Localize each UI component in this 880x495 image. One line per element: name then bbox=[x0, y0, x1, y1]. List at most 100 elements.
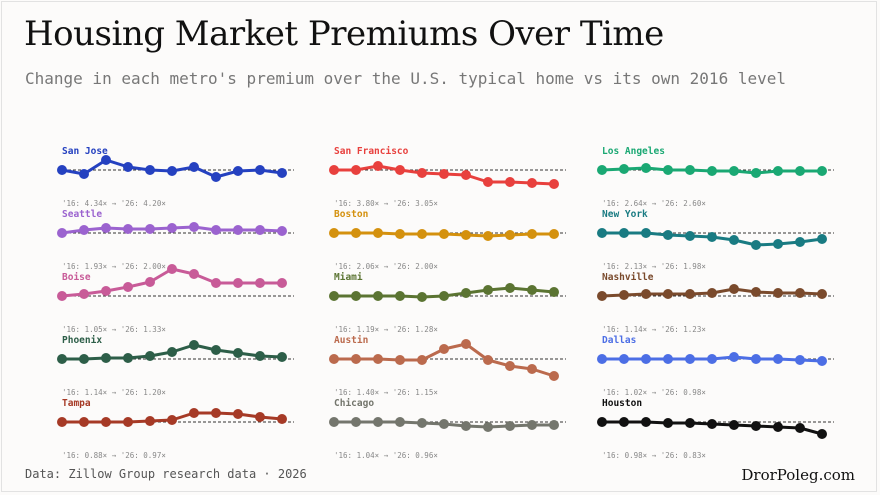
data-point-2017 bbox=[619, 290, 629, 300]
data-point-2016 bbox=[597, 228, 607, 238]
data-point-2024 bbox=[233, 348, 243, 358]
data-point-2019 bbox=[663, 289, 673, 299]
data-point-2020 bbox=[145, 277, 155, 287]
panel-boise: Boise '16: 1.05× → '26: 1.33× bbox=[57, 264, 294, 334]
data-point-2021 bbox=[707, 288, 717, 298]
data-point-2020 bbox=[145, 165, 155, 175]
data-point-2026 bbox=[817, 234, 827, 244]
data-point-2017 bbox=[351, 291, 361, 301]
data-point-2021 bbox=[167, 415, 177, 425]
data-point-2026 bbox=[277, 168, 287, 178]
premium-change-note: '16: 2.06× → '26: 2.00× bbox=[334, 262, 438, 271]
data-point-2018 bbox=[373, 291, 383, 301]
data-point-2022 bbox=[729, 420, 739, 430]
data-point-2017 bbox=[79, 225, 89, 235]
data-point-2016 bbox=[597, 291, 607, 301]
data-point-2020 bbox=[685, 165, 695, 175]
data-point-2022 bbox=[461, 230, 471, 240]
data-point-2019 bbox=[663, 165, 673, 175]
series-label: San Jose bbox=[62, 146, 108, 157]
data-point-2025 bbox=[255, 351, 265, 361]
data-point-2018 bbox=[101, 417, 111, 427]
data-point-2026 bbox=[277, 278, 287, 288]
data-point-2019 bbox=[663, 230, 673, 240]
data-point-2025 bbox=[527, 420, 537, 430]
data-point-2021 bbox=[439, 229, 449, 239]
panel-tampa: Tampa '16: 0.88× → '26: 0.97× bbox=[57, 398, 294, 460]
series-label: Chicago bbox=[334, 398, 374, 409]
data-point-2024 bbox=[505, 177, 515, 187]
data-point-2022 bbox=[189, 162, 199, 172]
panel-phoenix: Phoenix '16: 1.14× → '26: 1.20× bbox=[57, 335, 294, 397]
panel-los-angeles: Los Angeles '16: 2.64× → '26: 2.60× bbox=[597, 146, 834, 208]
data-point-2020 bbox=[685, 418, 695, 428]
data-point-2019 bbox=[123, 224, 133, 234]
data-point-2020 bbox=[685, 231, 695, 241]
data-point-2020 bbox=[145, 224, 155, 234]
data-point-2025 bbox=[795, 237, 805, 247]
series-label: San Francisco bbox=[334, 146, 409, 157]
data-point-2019 bbox=[123, 353, 133, 363]
data-point-2021 bbox=[167, 264, 177, 274]
data-point-2024 bbox=[505, 230, 515, 240]
data-point-2018 bbox=[101, 286, 111, 296]
data-point-2024 bbox=[505, 283, 515, 293]
data-point-2024 bbox=[233, 278, 243, 288]
panel-seattle: Seattle '16: 1.93× → '26: 2.00× bbox=[57, 209, 294, 271]
data-point-2020 bbox=[417, 229, 427, 239]
data-point-2025 bbox=[527, 229, 537, 239]
data-point-2026 bbox=[549, 420, 559, 430]
data-point-2022 bbox=[461, 170, 471, 180]
data-point-2020 bbox=[417, 292, 427, 302]
data-point-2017 bbox=[619, 417, 629, 427]
data-source-note: Data: Zillow Group research data · 2026 bbox=[25, 467, 307, 481]
data-point-2018 bbox=[641, 228, 651, 238]
data-point-2025 bbox=[255, 278, 265, 288]
data-point-2022 bbox=[461, 421, 471, 431]
data-point-2016 bbox=[597, 354, 607, 364]
data-point-2020 bbox=[685, 354, 695, 364]
premium-change-note: '16: 2.64× → '26: 2.60× bbox=[602, 199, 706, 208]
data-point-2022 bbox=[461, 288, 471, 298]
data-point-2026 bbox=[549, 179, 559, 189]
premium-change-note: '16: 1.02× → '26: 0.98× bbox=[602, 388, 706, 397]
data-point-2023 bbox=[751, 354, 761, 364]
data-point-2019 bbox=[123, 162, 133, 172]
series-label: Austin bbox=[334, 335, 368, 346]
data-point-2021 bbox=[167, 223, 177, 233]
data-point-2016 bbox=[597, 417, 607, 427]
data-point-2025 bbox=[527, 364, 537, 374]
series-label: Dallas bbox=[602, 335, 636, 346]
data-point-2022 bbox=[189, 269, 199, 279]
series-label: Boise bbox=[62, 272, 91, 283]
data-point-2017 bbox=[351, 228, 361, 238]
data-point-2022 bbox=[729, 235, 739, 245]
data-point-2021 bbox=[167, 347, 177, 357]
data-point-2018 bbox=[101, 223, 111, 233]
panel-houston: Houston '16: 0.98× → '26: 0.83× bbox=[597, 398, 834, 460]
data-point-2019 bbox=[395, 229, 405, 239]
series-label: Seattle bbox=[62, 209, 102, 220]
data-point-2023 bbox=[483, 422, 493, 432]
data-point-2024 bbox=[505, 361, 515, 371]
data-point-2017 bbox=[79, 354, 89, 364]
data-point-2024 bbox=[773, 354, 783, 364]
series-label: Nashville bbox=[602, 272, 654, 283]
data-point-2025 bbox=[795, 423, 805, 433]
panel-chicago: Chicago '16: 1.04× → '26: 0.96× bbox=[329, 398, 566, 460]
data-point-2026 bbox=[817, 356, 827, 366]
data-point-2020 bbox=[417, 355, 427, 365]
data-point-2023 bbox=[483, 231, 493, 241]
premium-change-note: '16: 4.34× → '26: 4.20× bbox=[62, 199, 166, 208]
chart-subtitle: Change in each metro's premium over the … bbox=[25, 69, 786, 88]
data-point-2022 bbox=[189, 340, 199, 350]
data-point-2016 bbox=[57, 354, 67, 364]
data-point-2019 bbox=[663, 354, 673, 364]
premium-change-note: '16: 2.13× → '26: 1.98× bbox=[602, 262, 706, 271]
data-point-2021 bbox=[707, 354, 717, 364]
data-point-2025 bbox=[795, 288, 805, 298]
data-point-2019 bbox=[395, 291, 405, 301]
panel-new-york: New York '16: 2.13× → '26: 1.98× bbox=[597, 209, 834, 271]
data-point-2024 bbox=[773, 288, 783, 298]
data-point-2019 bbox=[395, 165, 405, 175]
